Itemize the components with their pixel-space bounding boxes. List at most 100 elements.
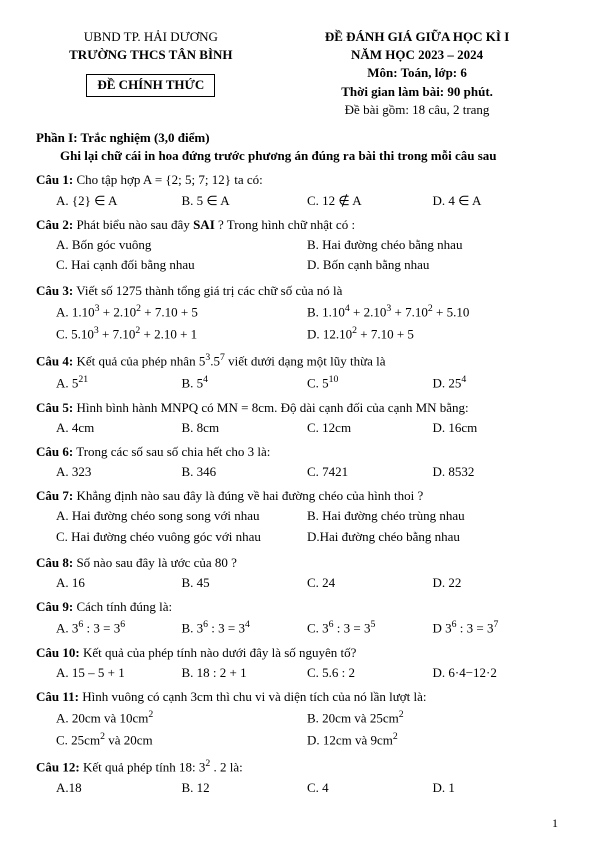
q7-label: Câu 7: (36, 488, 73, 503)
q9-label: Câu 9: (36, 599, 73, 614)
q10-opt-d: D. 6·4−12·2 (433, 664, 559, 682)
question-8: Câu 8: Số nào sau đây là ước của 80 ? (36, 554, 558, 572)
q7-opt-b: B. Hai đường chéo trùng nhau (307, 507, 558, 525)
q11-text: Hình vuông có cạnh 3cm thì chu vi và diệ… (82, 689, 426, 704)
q12-opt-a: A.18 (56, 779, 182, 797)
q12-opt-c: C. 4 (307, 779, 433, 797)
duration: Thời gian làm bài: 90 phút. (276, 83, 558, 101)
question-9: Câu 9: Cách tính đúng là: (36, 598, 558, 616)
q1-label: Câu 1: (36, 172, 73, 187)
question-5: Câu 5: Hình bình hành MNPQ có MN = 8cm. … (36, 399, 558, 417)
q8-opt-b: B. 45 (182, 574, 308, 592)
q5-opt-a: A. 4cm (56, 419, 182, 437)
q4-opt-d: D. 254 (433, 373, 559, 393)
q4-opt-b: B. 54 (182, 373, 308, 393)
exam-title: ĐỀ ĐÁNH GIÁ GIỮA HỌC KÌ I (276, 28, 558, 46)
q4-text-1: Kết quả của phép nhân 5 (76, 354, 205, 369)
q2-label: Câu 2: (36, 217, 73, 232)
q1-set: {2; 5; 7; 12} (165, 172, 231, 187)
q11-opt-c: C. 25cm2 và 20cm (56, 730, 307, 750)
q1-opt-b: B. 5 ∈ A (182, 192, 308, 210)
q8-opt-a: A. 16 (56, 574, 182, 592)
instruction: Ghi lại chữ cái in hoa đứng trước phương… (60, 147, 558, 165)
q8-opt-c: C. 24 (307, 574, 433, 592)
q8-label: Câu 8: (36, 555, 73, 570)
q2-opt-a: A. Bốn góc vuông (56, 236, 307, 254)
q8-opt-d: D. 22 (433, 574, 559, 592)
question-7: Câu 7: Khẳng định nào sau đây là đúng về… (36, 487, 558, 505)
q6-label: Câu 6: (36, 444, 73, 459)
q2-opt-d: D. Bốn cạnh bằng nhau (307, 256, 558, 274)
header-right: ĐỀ ĐÁNH GIÁ GIỮA HỌC KÌ I NĂM HỌC 2023 –… (276, 28, 558, 119)
q3-opt-c: C. 5.103 + 7.102 + 2.10 + 1 (56, 324, 307, 344)
subject: Môn: Toán, lớp: 6 (276, 64, 558, 82)
q6-opt-a: A. 323 (56, 463, 182, 481)
q2-opt-b: B. Hai đường chéo bằng nhau (307, 236, 558, 254)
q5-opt-b: B. 8cm (182, 419, 308, 437)
q12-opt-d: D. 1 (433, 779, 559, 797)
q7-options: A. Hai đường chéo song song với nhau B. … (56, 507, 558, 547)
page-number: 1 (552, 815, 558, 832)
q4-text-2: viết dưới dạng một lũy thừa là (228, 354, 385, 369)
q5-options: A. 4cm B. 8cm C. 12cm D. 16cm (56, 419, 558, 437)
composition: Đề bài gồm: 18 câu, 2 trang (276, 101, 558, 119)
q1-opt-d: D. 4 ∈ A (433, 192, 559, 210)
q11-options: A. 20cm và 10cm2 B. 20cm và 25cm2 C. 25c… (56, 708, 558, 751)
q4-opt-a: A. 521 (56, 373, 182, 393)
q9-opt-c: C. 36 : 3 = 35 (307, 618, 433, 638)
q1-opt-a: A. {2} ∈ A (56, 192, 182, 210)
question-6: Câu 6: Trong các số sau số chia hết cho … (36, 443, 558, 461)
q12-text-1: Kết quả phép tính 18: 3 (83, 760, 205, 775)
q9-options: A. 36 : 3 = 36 B. 36 : 3 = 34 C. 36 : 3 … (56, 618, 558, 638)
q4-opt-c: C. 510 (307, 373, 433, 393)
q10-opt-a: A. 15 – 5 + 1 (56, 664, 182, 682)
header: UBND TP. HẢI DƯƠNG TRƯỜNG THCS TÂN BÌNH … (36, 28, 558, 119)
q11-label: Câu 11: (36, 689, 79, 704)
q9-opt-a: A. 36 : 3 = 36 (56, 618, 182, 638)
q7-text: Khẳng định nào sau đây là đúng về hai đư… (76, 488, 423, 503)
q7-opt-a: A. Hai đường chéo song song với nhau (56, 507, 307, 525)
q10-opt-c: C. 5.6 : 2 (307, 664, 433, 682)
q1-opt-c: C. 12 ∉ A (307, 192, 433, 210)
q3-text: Viết số 1275 thành tổng giá trị các chữ … (76, 283, 342, 298)
q6-options: A. 323 B. 346 C. 7421 D. 8532 (56, 463, 558, 481)
committee: UBND TP. HẢI DƯƠNG (36, 28, 266, 46)
question-1: Câu 1: Cho tập hợp A = {2; 5; 7; 12} ta … (36, 171, 558, 189)
q3-opt-b: B. 1.104 + 2.103 + 7.102 + 5.10 (307, 302, 558, 322)
q2-sai: SAI (193, 217, 215, 232)
q5-label: Câu 5: (36, 400, 73, 415)
q5-text: Hình bình hành MNPQ có MN = 8cm. Độ dài … (76, 400, 468, 415)
header-left: UBND TP. HẢI DƯƠNG TRƯỜNG THCS TÂN BÌNH … (36, 28, 266, 119)
q7-opt-c: C. Hai đường chéo vuông góc với nhau (56, 528, 307, 546)
school-year: NĂM HỌC 2023 – 2024 (276, 46, 558, 64)
part1-title: Phần I: Trắc nghiệm (3,0 điểm) (36, 129, 558, 147)
q5-opt-d: D. 16cm (433, 419, 559, 437)
question-12: Câu 12: Kết quả phép tính 18: 32 . 2 là: (36, 757, 558, 777)
q4-label: Câu 4: (36, 354, 73, 369)
q4-options: A. 521 B. 54 C. 510 D. 254 (56, 373, 558, 393)
q5-opt-c: C. 12cm (307, 419, 433, 437)
q2-options: A. Bốn góc vuông B. Hai đường chéo bằng … (56, 236, 558, 276)
q2-opt-c: C. Hai cạnh đối bằng nhau (56, 256, 307, 274)
q6-opt-c: C. 7421 (307, 463, 433, 481)
q9-opt-d: D 36 : 3 = 37 (433, 618, 559, 638)
q9-opt-b: B. 36 : 3 = 34 (182, 618, 308, 638)
question-4: Câu 4: Kết quả của phép nhân 53.57 viết … (36, 351, 558, 371)
school-name: TRƯỜNG THCS TÂN BÌNH (36, 46, 266, 64)
q3-label: Câu 3: (36, 283, 73, 298)
q6-opt-d: D. 8532 (433, 463, 559, 481)
q12-label: Câu 12: (36, 760, 80, 775)
q8-text: Số nào sau đây là ước của 80 ? (76, 555, 236, 570)
question-11: Câu 11: Hình vuông có cạnh 3cm thì chu v… (36, 688, 558, 706)
q1-options: A. {2} ∈ A B. 5 ∈ A C. 12 ∉ A D. 4 ∈ A (56, 192, 558, 210)
official-exam-box: ĐỀ CHÍNH THỨC (86, 74, 215, 96)
q1-text-1: Cho tập hợp A = (76, 172, 165, 187)
q7-opt-d: D.Hai đường chéo bằng nhau (307, 528, 558, 546)
q10-options: A. 15 – 5 + 1 B. 18 : 2 + 1 C. 5.6 : 2 D… (56, 664, 558, 682)
q6-text: Trong các số sau số chia hết cho 3 là: (76, 444, 270, 459)
q10-label: Câu 10: (36, 645, 80, 660)
q12-options: A.18 B. 12 C. 4 D. 1 (56, 779, 558, 797)
q12-opt-b: B. 12 (182, 779, 308, 797)
question-10: Câu 10: Kết quả của phép tính nào dưới đ… (36, 644, 558, 662)
question-2: Câu 2: Phát biểu nào sau đây SAI ? Trong… (36, 216, 558, 234)
